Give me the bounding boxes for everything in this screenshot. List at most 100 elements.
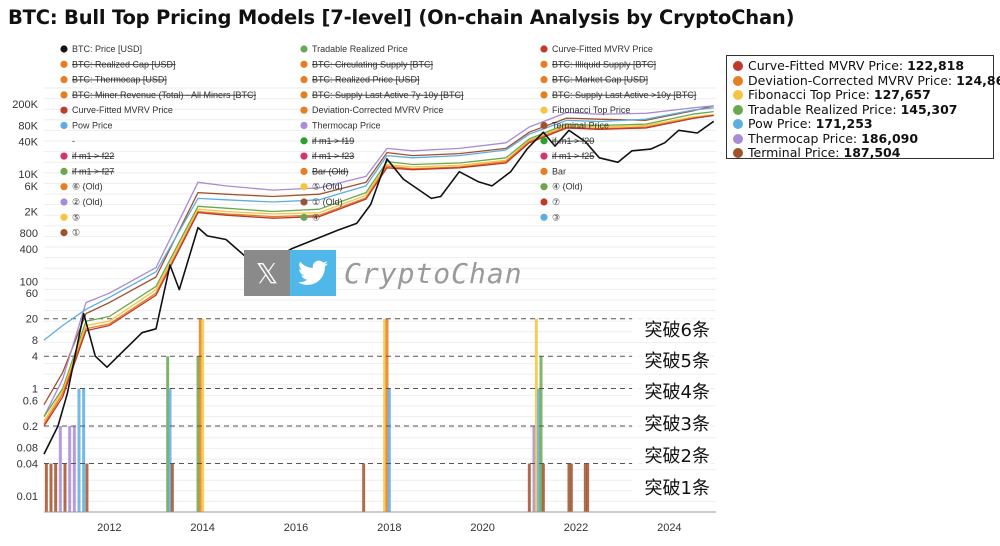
level-bars	[44, 318, 590, 512]
tooltip-marker	[733, 61, 743, 72]
legend-item-label: ③	[552, 212, 560, 222]
legend-marker	[60, 45, 68, 53]
tooltip-value: 171,253	[815, 116, 873, 131]
watermark: 𝕏 CryptoChan	[244, 250, 523, 296]
y-tick-label: 100	[20, 276, 38, 288]
legend-marker	[300, 121, 308, 130]
series-line	[43, 107, 714, 341]
legend-item-label: Fibonacci Top Price	[552, 105, 630, 115]
tooltip-row: Fibonacci Top Price: 127,657	[733, 87, 987, 103]
level-bar	[385, 318, 389, 512]
tooltip-value: 145,307	[900, 101, 958, 117]
level-bar	[54, 463, 58, 512]
level-bar	[539, 356, 543, 512]
legend-item-label: Bar	[552, 166, 566, 176]
legend-marker	[300, 167, 308, 175]
level-bar	[85, 463, 89, 512]
legend-item-label: BTC: Circulating Supply [BTC]	[312, 59, 433, 69]
legend-marker	[540, 213, 548, 221]
level-label-bg	[632, 317, 716, 342]
legend-item-label: if m1 > f19	[312, 136, 354, 146]
y-tick-label: 10K	[18, 169, 38, 181]
legend-marker	[300, 76, 308, 84]
series-line	[43, 113, 714, 422]
legend-item-label: ⑤ (Old)	[312, 182, 343, 192]
legend-item-label: if m1 > f20	[552, 136, 594, 146]
legend-marker	[540, 121, 548, 130]
y-tick-label: 400	[20, 244, 38, 256]
level-bar	[44, 463, 48, 512]
legend-item-label: Deviation-Corrected MVRV Price	[312, 105, 443, 115]
tooltip-marker	[733, 104, 743, 115]
legend-item-label: BTC: Miner Revenue (Total) - All Miners …	[72, 90, 256, 100]
legend-item-label: BTC: Thermocap [USD]	[72, 75, 167, 85]
legend-marker	[300, 198, 308, 206]
legend-marker	[60, 167, 68, 175]
level-bar	[168, 388, 172, 512]
tooltip-label: Fibonacci Top Price:	[748, 87, 870, 102]
tooltip-value: 127,657	[873, 87, 931, 102]
legend-marker	[60, 152, 68, 160]
level-bar	[72, 426, 76, 512]
legend-item-label: Thermocap Price	[312, 121, 381, 131]
level-bar	[68, 426, 72, 512]
legend-item-label: ② (Old)	[72, 197, 103, 207]
legend-item-label: if m1 > f27	[72, 166, 114, 176]
level-label: 突破1条	[645, 478, 710, 499]
legend-marker	[300, 91, 308, 99]
gridlines	[44, 87, 716, 502]
series-line	[43, 105, 714, 406]
legend-marker	[60, 76, 68, 84]
legend-item-label: if m1 > f23	[312, 151, 354, 161]
y-tick-label: 6K	[25, 181, 39, 193]
legend-item-label: ①	[72, 228, 80, 238]
tooltip-row: Curve-Fitted MVRV Price: 122,818	[733, 58, 987, 74]
x-axis-ticks: 2012 2014 2016 2018 2020 2022 2024	[44, 511, 716, 534]
tooltip-marker	[733, 119, 743, 130]
legend-item-label: BTC: Illiquid Supply [BTC]	[552, 59, 656, 69]
legend-marker	[300, 45, 308, 53]
level-bar	[58, 426, 62, 512]
legend: BTC: Price [USD] Tradable Realized Price C…	[60, 44, 696, 238]
legend-item-label: ① (Old)	[312, 197, 343, 207]
x-logo-icon: 𝕏	[244, 250, 290, 296]
level-bar	[362, 463, 366, 512]
legend-marker	[300, 213, 308, 221]
legend-item-label: if m1 > f25	[552, 151, 594, 161]
level-bar	[541, 463, 545, 512]
legend-item-label: ④ (Old)	[552, 182, 583, 192]
level-bar	[537, 388, 541, 512]
legend-marker	[60, 91, 68, 99]
x-tick-label: 2016	[284, 522, 308, 534]
tooltip-value: 186,090	[861, 130, 919, 146]
y-tick-label: 0.6	[23, 395, 38, 407]
x-tick-label: 2024	[657, 522, 681, 534]
value-tooltip: Curve-Fitted MVRV Price: 122,818 Deviation…	[726, 55, 1000, 160]
tooltip-label: Deviation-Corrected MVRV Price:	[748, 72, 953, 88]
legend-item-label: ⑥ (Old)	[72, 182, 103, 192]
y-tick-label: 2K	[25, 206, 39, 218]
watermark-text: CryptoChan	[344, 256, 523, 290]
legend-marker	[540, 106, 548, 114]
level-label-bg	[632, 379, 716, 404]
chart-title: BTC: Bull Top Pricing Models [7-level] (…	[8, 6, 795, 29]
tooltip-label: Curve-Fitted MVRV Price:	[748, 58, 904, 73]
y-tick-label: 200K	[12, 99, 38, 111]
legend-item-label: Tradable Realized Price	[312, 44, 408, 54]
tooltip-label: Pow Price:	[748, 116, 812, 131]
tooltip-value: 124,860	[956, 72, 1000, 88]
legend-marker	[60, 121, 68, 130]
level-bar	[532, 426, 536, 512]
level-bar	[77, 388, 81, 512]
y-tick-label: 0.2	[23, 421, 38, 433]
tooltip-value: 122,818	[907, 58, 965, 73]
legend-marker	[540, 167, 548, 175]
level-bar	[583, 463, 587, 512]
legend-marker	[300, 183, 308, 191]
legend-item-label: BTC: Realized Price [USD]	[312, 75, 420, 85]
legend-marker	[60, 213, 68, 221]
tooltip-marker	[733, 90, 743, 101]
tooltip-label: Thermocap Price:	[748, 130, 858, 146]
tooltip-label: Tradable Realized Price:	[748, 101, 897, 117]
